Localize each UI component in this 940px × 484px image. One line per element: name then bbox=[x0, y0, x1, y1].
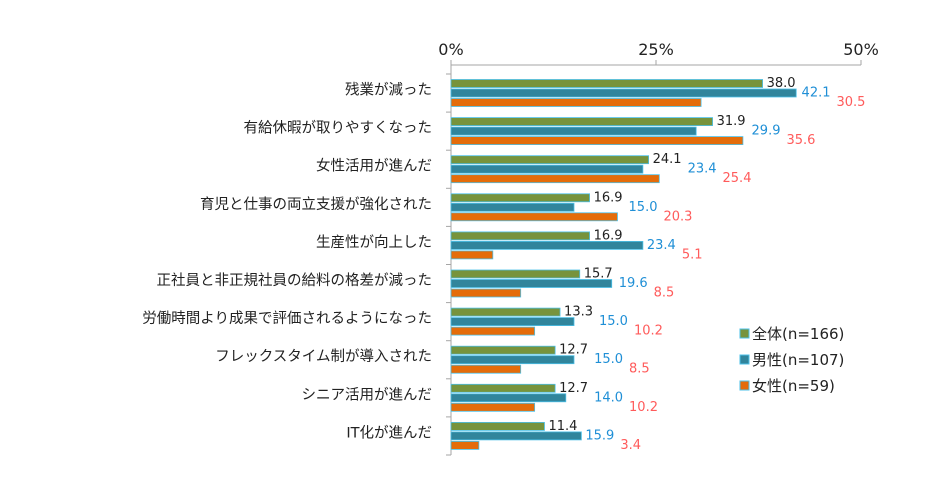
legend-swatch bbox=[739, 328, 750, 339]
bar bbox=[450, 212, 618, 222]
x-tick-label: 25% bbox=[638, 40, 674, 59]
data-label: 15.9 bbox=[585, 428, 614, 443]
bar bbox=[450, 88, 797, 98]
bar bbox=[450, 136, 744, 146]
bar bbox=[450, 126, 697, 136]
data-label: 16.9 bbox=[594, 190, 623, 205]
bar bbox=[450, 288, 522, 298]
data-label: 11.4 bbox=[548, 419, 577, 434]
x-tick-label: 0% bbox=[438, 40, 463, 59]
legend-swatch bbox=[739, 380, 750, 391]
bar bbox=[450, 174, 660, 184]
bar bbox=[450, 317, 575, 327]
data-label: 14.0 bbox=[594, 390, 623, 405]
data-label: 38.0 bbox=[767, 76, 796, 91]
data-label: 12.7 bbox=[559, 381, 588, 396]
data-label: 23.4 bbox=[647, 238, 676, 253]
bar bbox=[450, 231, 590, 241]
bar bbox=[450, 117, 713, 126]
data-label: 13.3 bbox=[564, 305, 593, 320]
data-label: 15.7 bbox=[584, 267, 613, 282]
data-label: 24.1 bbox=[653, 152, 682, 167]
legend-label: 全体(n=166) bbox=[752, 325, 844, 343]
data-label: 10.2 bbox=[634, 324, 663, 339]
bar bbox=[450, 431, 582, 441]
data-label: 12.7 bbox=[559, 343, 588, 358]
bar bbox=[450, 250, 494, 260]
category-label: 女性活用が進んだ bbox=[316, 157, 432, 175]
bar bbox=[450, 164, 644, 174]
data-label: 35.6 bbox=[786, 133, 815, 148]
data-label: 3.4 bbox=[620, 438, 641, 453]
category-label: 有給休暇が取りやすくなった bbox=[244, 120, 433, 137]
data-label: 31.9 bbox=[717, 114, 746, 129]
category-label: 残業が減った bbox=[345, 82, 432, 99]
data-label: 20.3 bbox=[663, 209, 692, 224]
category-label: 生産性が向上した bbox=[316, 234, 432, 251]
legend-label: 女性(n=59) bbox=[752, 377, 835, 395]
data-label: 42.1 bbox=[802, 86, 831, 101]
bar bbox=[450, 193, 590, 203]
data-label: 23.4 bbox=[688, 162, 717, 177]
category-label: 労働時間より成果で評価されるようになった bbox=[142, 310, 432, 327]
category-label: フレックスタイム制が導入された bbox=[215, 348, 432, 365]
category-label: 育児と仕事の両立支援が強化された bbox=[200, 196, 432, 213]
bar bbox=[450, 383, 556, 393]
data-label: 8.5 bbox=[654, 286, 675, 301]
data-label: 16.9 bbox=[594, 228, 623, 243]
bar bbox=[450, 269, 581, 279]
bar bbox=[450, 355, 575, 365]
data-label: 10.2 bbox=[629, 400, 658, 415]
bar bbox=[450, 98, 702, 107]
data-label: 30.5 bbox=[837, 95, 866, 110]
data-label: 5.1 bbox=[682, 247, 703, 262]
data-label: 15.0 bbox=[629, 200, 658, 215]
bar bbox=[450, 393, 567, 403]
data-label: 25.4 bbox=[723, 171, 752, 186]
data-label: 29.9 bbox=[752, 124, 781, 139]
bar bbox=[450, 240, 644, 250]
data-label: 15.0 bbox=[599, 314, 628, 329]
bar bbox=[450, 402, 536, 412]
x-tick-label: 50% bbox=[843, 40, 879, 59]
legend-label: 男性(n=107) bbox=[752, 351, 844, 369]
bar bbox=[450, 440, 480, 450]
bar bbox=[450, 79, 764, 88]
data-label: 19.6 bbox=[619, 276, 648, 291]
data-label: 8.5 bbox=[629, 362, 650, 377]
legend-swatch bbox=[739, 354, 750, 365]
category-label: シニア活用が進んだ bbox=[302, 386, 433, 403]
bar bbox=[450, 155, 650, 165]
bar bbox=[450, 307, 561, 317]
bar bbox=[450, 326, 536, 336]
bar bbox=[450, 279, 613, 288]
bar bbox=[450, 421, 545, 431]
bar bbox=[450, 364, 522, 374]
bar bbox=[450, 345, 556, 355]
category-label: 正社員と非正規社員の給料の格差が減った bbox=[157, 272, 433, 289]
data-label: 15.0 bbox=[594, 352, 623, 367]
bar bbox=[450, 202, 575, 212]
category-label: IT化が進んだ bbox=[346, 424, 432, 441]
